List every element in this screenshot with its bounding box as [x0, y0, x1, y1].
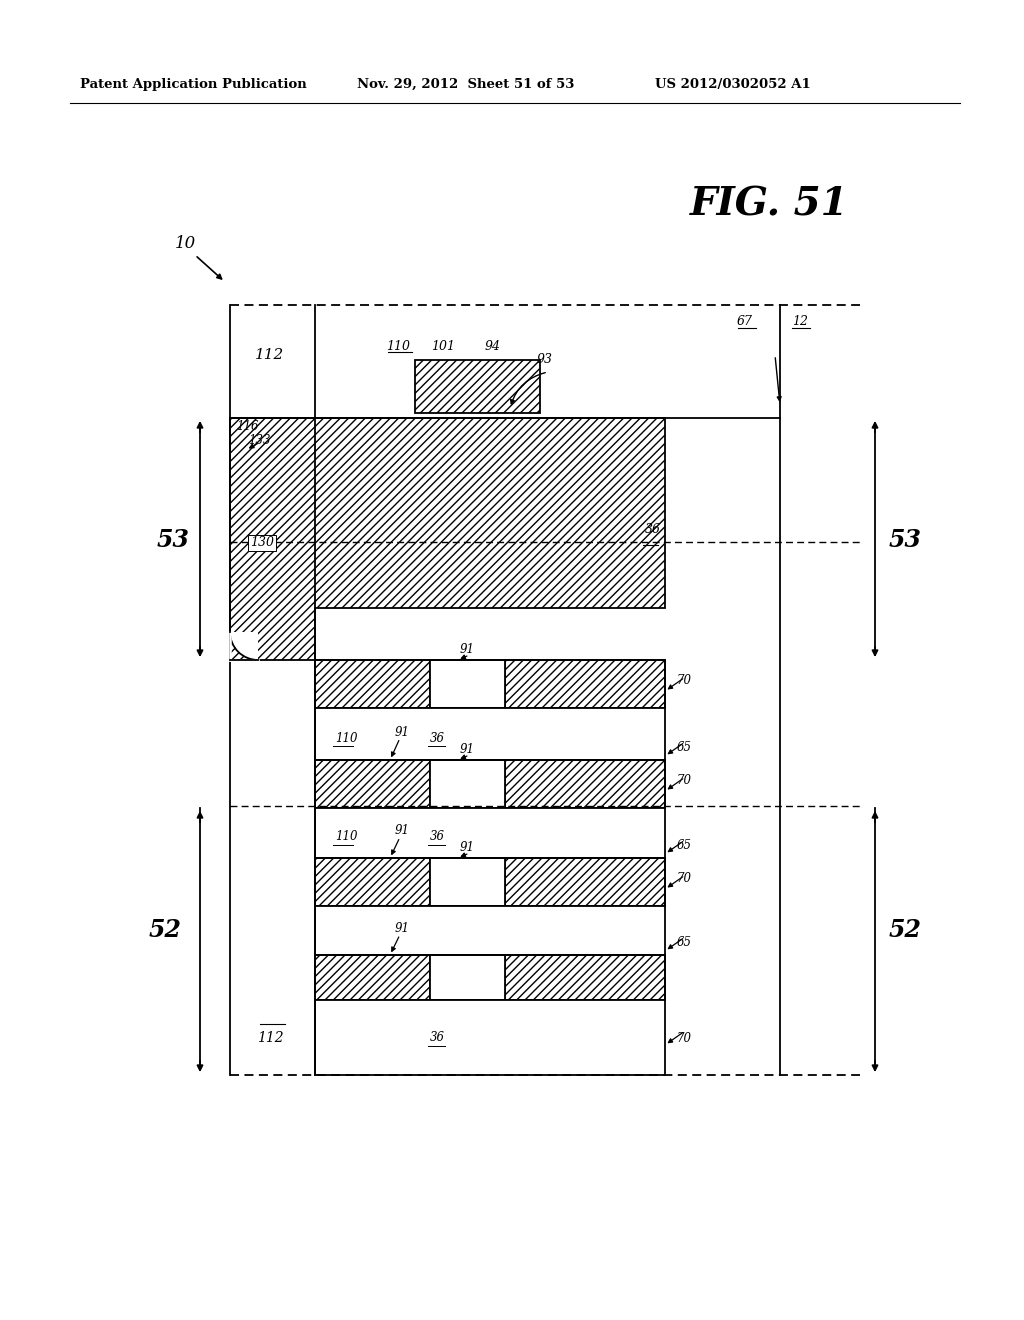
Text: 36: 36	[430, 830, 445, 843]
Polygon shape	[315, 858, 430, 906]
Text: 91: 91	[460, 841, 475, 854]
Text: 91: 91	[395, 726, 410, 738]
Polygon shape	[315, 708, 665, 760]
Polygon shape	[315, 1001, 665, 1074]
Text: 52: 52	[148, 917, 181, 942]
Text: 53: 53	[157, 528, 189, 552]
Polygon shape	[415, 360, 540, 413]
Text: 91: 91	[395, 825, 410, 837]
Polygon shape	[315, 954, 430, 1001]
Text: 112: 112	[255, 348, 285, 362]
Text: 70: 70	[677, 873, 692, 884]
Text: US 2012/0302052 A1: US 2012/0302052 A1	[655, 78, 811, 91]
Text: 91: 91	[395, 921, 410, 935]
Text: 112: 112	[257, 1031, 284, 1044]
Text: 65: 65	[677, 741, 692, 754]
Text: FIG. 51: FIG. 51	[690, 185, 849, 223]
Text: 36: 36	[645, 523, 662, 536]
Polygon shape	[315, 660, 430, 708]
Polygon shape	[430, 660, 505, 708]
Text: 110: 110	[386, 341, 410, 352]
Text: 36: 36	[430, 731, 445, 744]
Text: 65: 65	[677, 936, 692, 949]
Polygon shape	[505, 660, 665, 708]
Polygon shape	[430, 858, 505, 906]
Text: 91: 91	[460, 643, 475, 656]
Text: 116: 116	[236, 420, 258, 433]
Text: 94: 94	[485, 341, 501, 352]
Text: 12: 12	[792, 315, 808, 327]
Polygon shape	[315, 906, 665, 954]
Text: 52: 52	[889, 917, 922, 942]
Text: 93: 93	[537, 352, 553, 366]
Text: 10: 10	[175, 235, 197, 252]
Text: 70: 70	[677, 774, 692, 787]
Polygon shape	[430, 954, 505, 1001]
Text: 91: 91	[460, 743, 475, 756]
Polygon shape	[230, 418, 665, 660]
Text: 36: 36	[430, 1031, 445, 1044]
Text: 70: 70	[677, 675, 692, 686]
Text: 65: 65	[677, 840, 692, 851]
Text: 53: 53	[889, 528, 922, 552]
Text: 110: 110	[335, 830, 357, 843]
Polygon shape	[430, 760, 505, 808]
Polygon shape	[315, 760, 430, 808]
Text: 133: 133	[248, 434, 270, 447]
Wedge shape	[230, 632, 258, 660]
Text: 130: 130	[250, 536, 274, 549]
Polygon shape	[505, 858, 665, 906]
Polygon shape	[505, 760, 665, 808]
Text: 101: 101	[431, 341, 455, 352]
Text: 67: 67	[737, 315, 753, 327]
Polygon shape	[315, 808, 665, 858]
Polygon shape	[505, 954, 665, 1001]
Text: 70: 70	[677, 1031, 692, 1044]
Text: 110: 110	[335, 731, 357, 744]
Text: Patent Application Publication: Patent Application Publication	[80, 78, 307, 91]
Text: Nov. 29, 2012  Sheet 51 of 53: Nov. 29, 2012 Sheet 51 of 53	[357, 78, 574, 91]
